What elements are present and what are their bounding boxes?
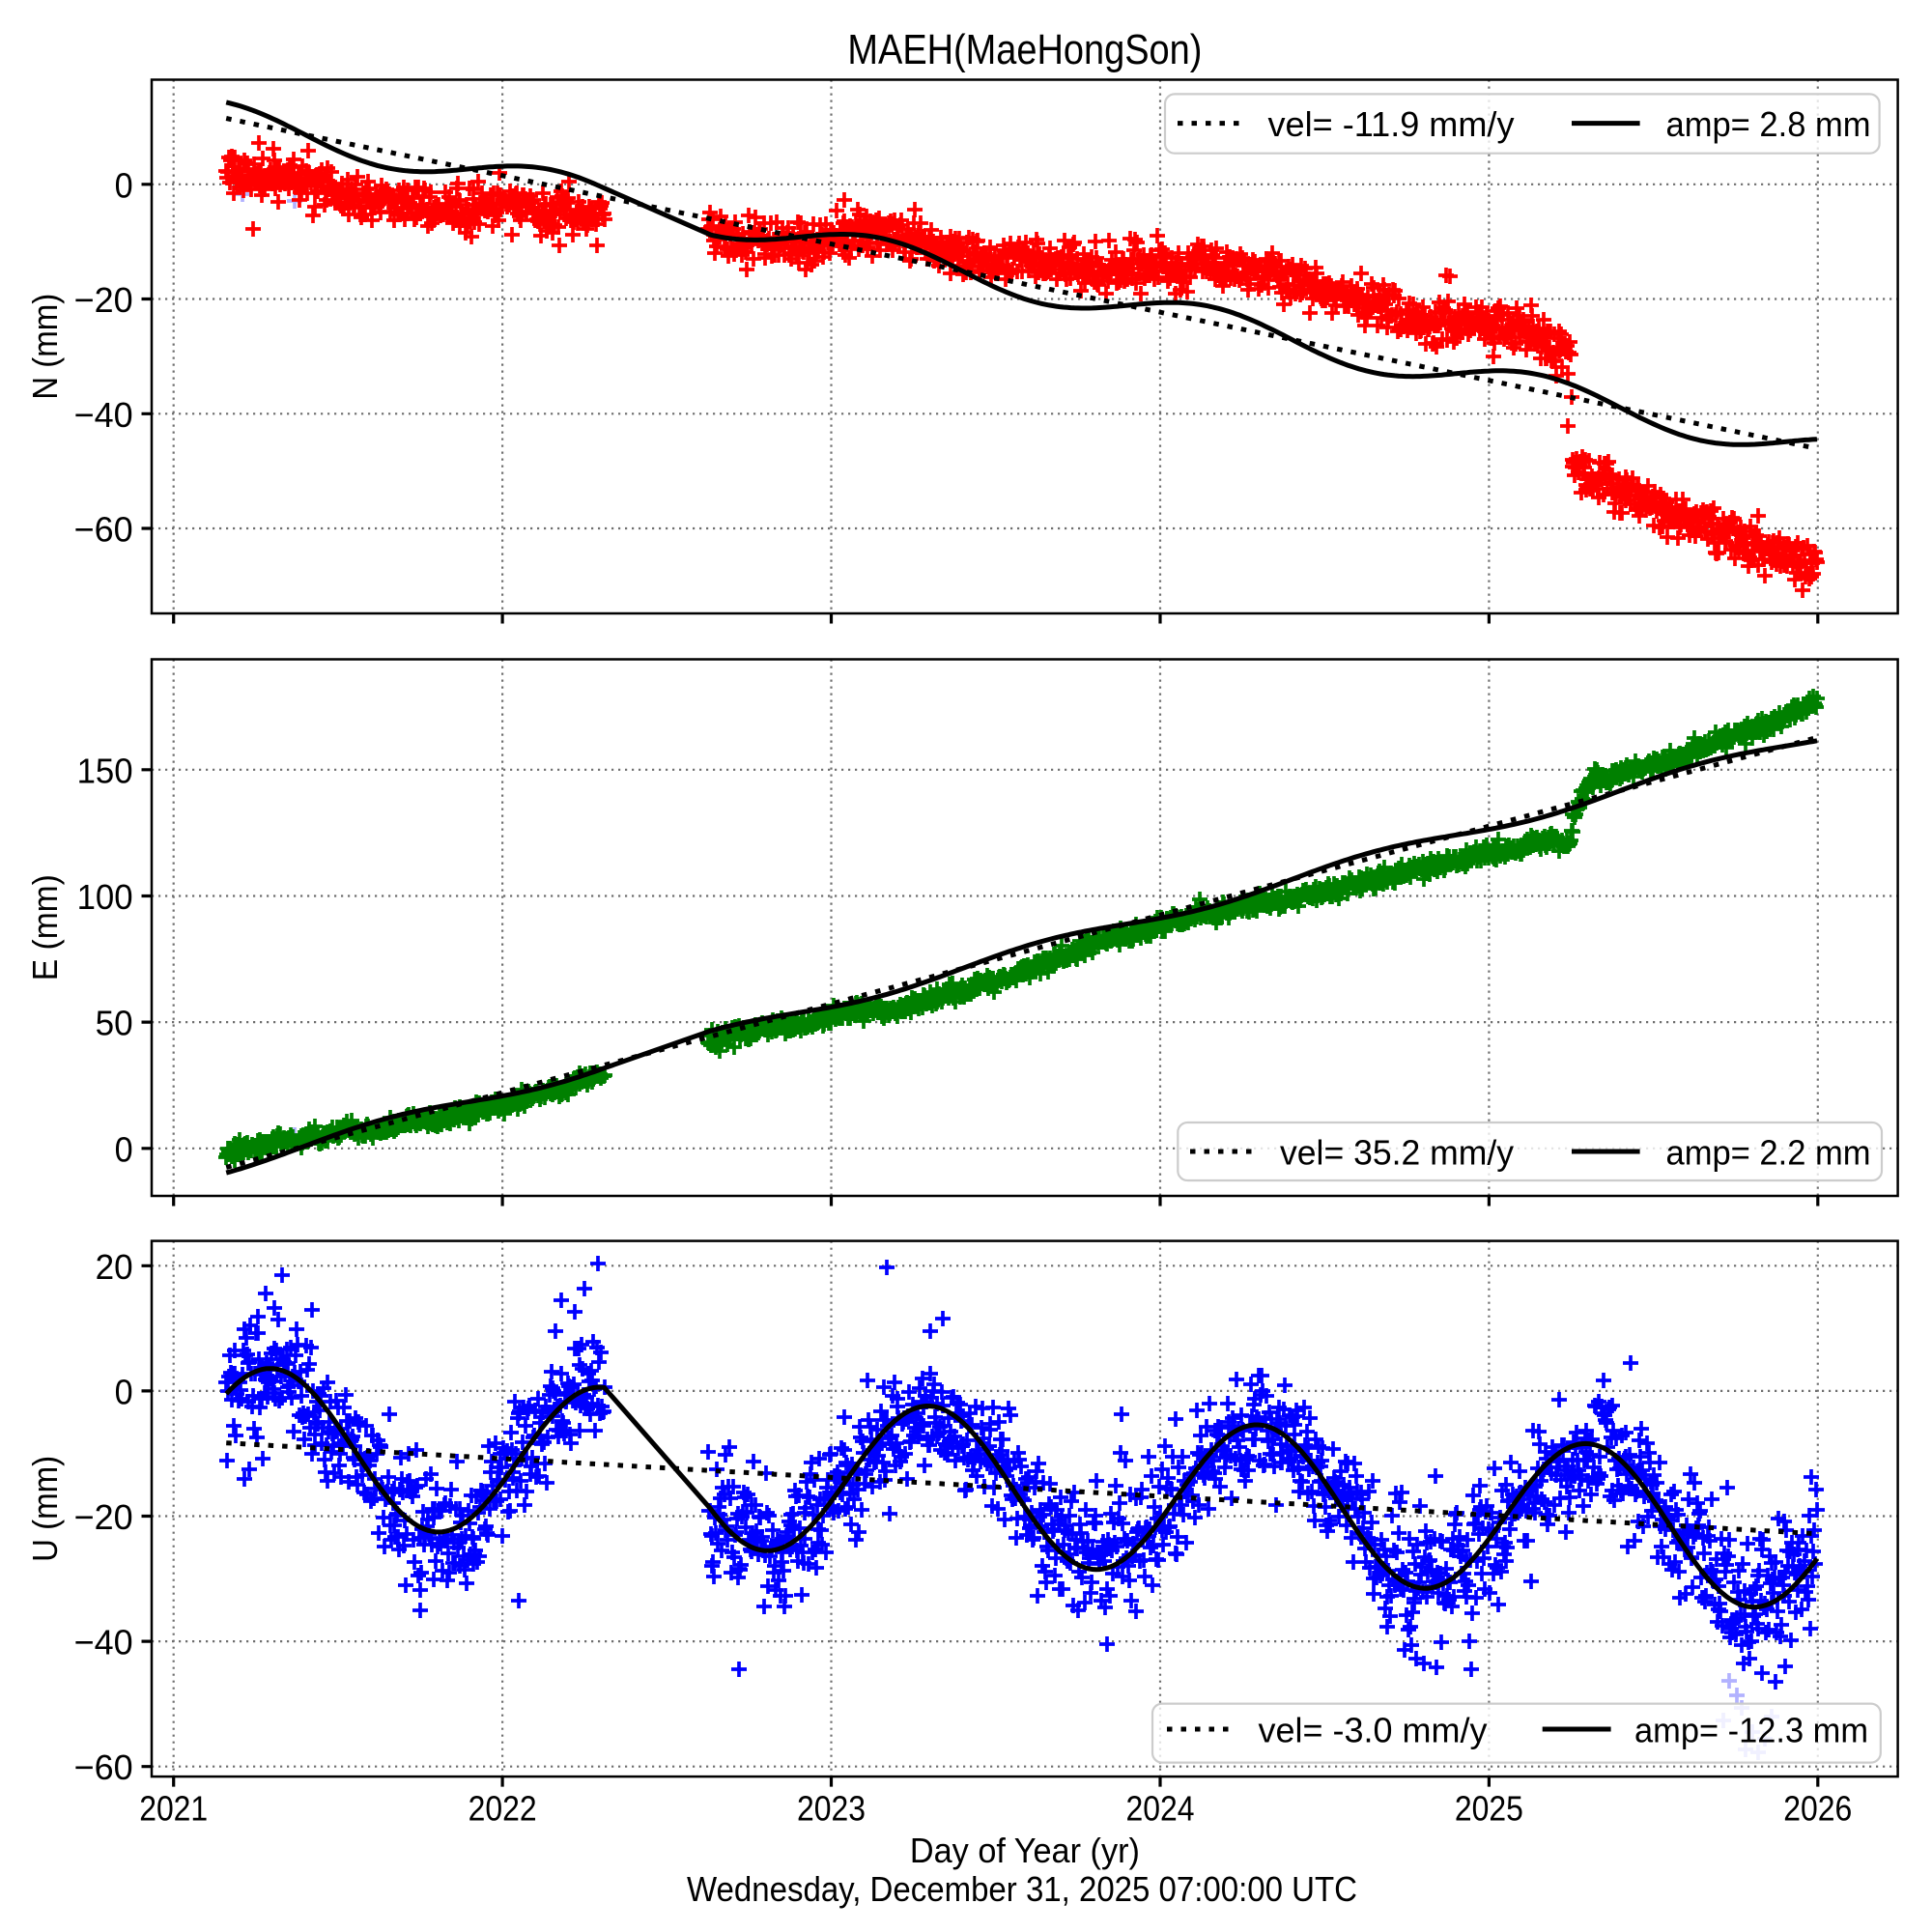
svg-text:2024: 2024 xyxy=(1125,1789,1194,1829)
svg-text:20: 20 xyxy=(96,1247,133,1287)
svg-text:MAEH(MaeHongSon): MAEH(MaeHongSon) xyxy=(847,27,1202,73)
svg-text:amp= 2.8 mm: amp= 2.8 mm xyxy=(1666,104,1871,144)
svg-text:100: 100 xyxy=(77,877,133,917)
svg-text:−60: −60 xyxy=(74,1747,133,1787)
svg-text:vel= -3.0 mm/y: vel= -3.0 mm/y xyxy=(1259,1711,1489,1750)
svg-text:−40: −40 xyxy=(74,1623,133,1662)
svg-text:−40: −40 xyxy=(74,395,133,435)
svg-text:50: 50 xyxy=(96,1004,133,1043)
svg-text:N (mm): N (mm) xyxy=(25,294,65,400)
svg-text:0: 0 xyxy=(115,1372,133,1411)
svg-text:Wednesday, December 31, 2025 0: Wednesday, December 31, 2025 07:00:00 UT… xyxy=(687,1869,1357,1909)
svg-text:0: 0 xyxy=(115,165,133,205)
svg-text:0: 0 xyxy=(115,1129,133,1169)
svg-text:vel= 35.2 mm/y: vel= 35.2 mm/y xyxy=(1280,1133,1515,1173)
svg-text:2023: 2023 xyxy=(797,1789,866,1829)
svg-text:E (mm): E (mm) xyxy=(25,874,65,980)
svg-text:−20: −20 xyxy=(74,1497,133,1537)
svg-text:amp= 2.2 mm: amp= 2.2 mm xyxy=(1666,1133,1871,1173)
svg-text:−20: −20 xyxy=(74,280,133,320)
svg-text:2026: 2026 xyxy=(1783,1789,1852,1829)
svg-text:U (mm): U (mm) xyxy=(25,1456,65,1562)
svg-text:2025: 2025 xyxy=(1455,1789,1523,1829)
svg-text:Day of Year (yr): Day of Year (yr) xyxy=(910,1831,1140,1870)
svg-text:2022: 2022 xyxy=(469,1789,537,1829)
svg-text:vel= -11.9 mm/y: vel= -11.9 mm/y xyxy=(1268,104,1516,144)
svg-text:150: 150 xyxy=(77,751,133,790)
svg-text:amp= -12.3 mm: amp= -12.3 mm xyxy=(1634,1711,1868,1750)
svg-text:2021: 2021 xyxy=(139,1789,208,1829)
svg-text:−60: −60 xyxy=(74,509,133,549)
